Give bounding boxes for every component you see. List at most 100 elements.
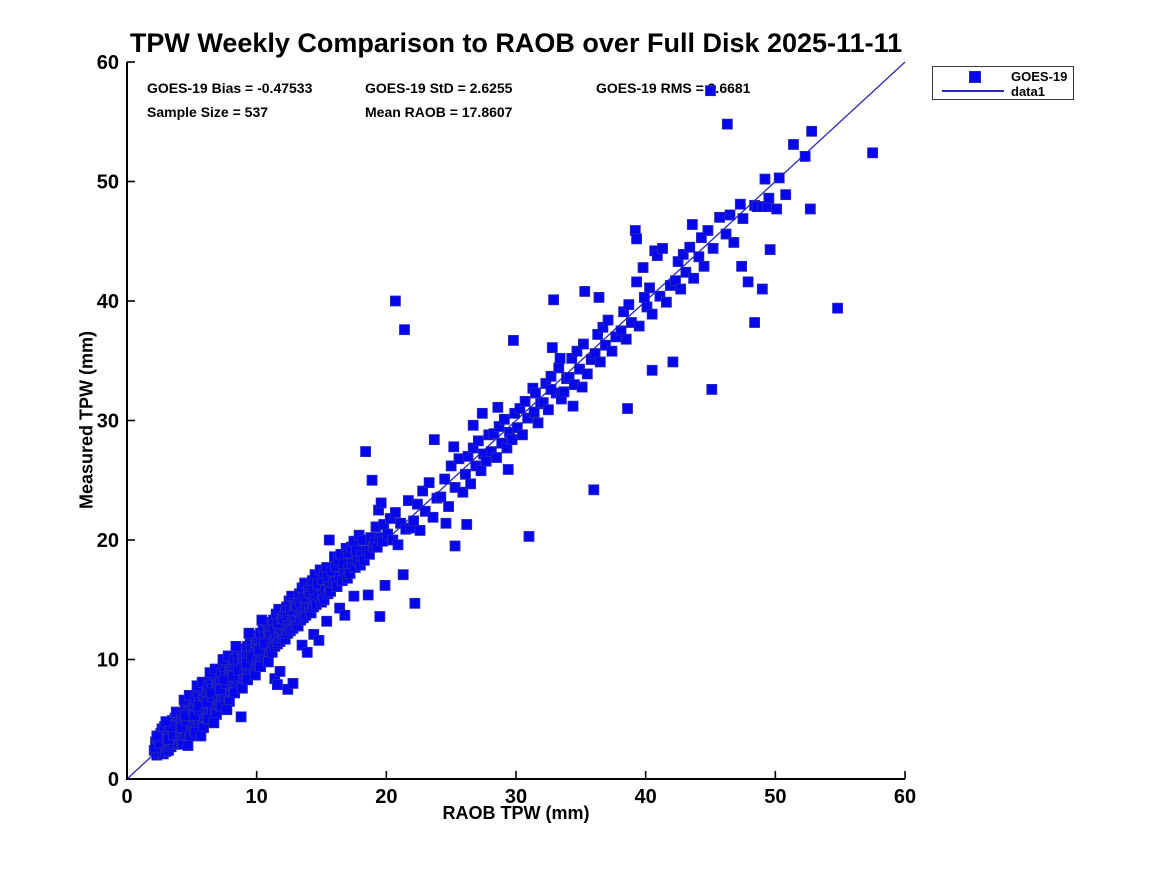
scatter-point bbox=[230, 640, 242, 652]
scatter-point bbox=[449, 540, 461, 552]
scatter-point bbox=[287, 678, 299, 689]
scatter-point bbox=[448, 441, 460, 453]
scatter-point bbox=[620, 333, 632, 345]
scatter-point bbox=[374, 611, 386, 622]
scatter-point bbox=[519, 395, 531, 407]
scatter-point bbox=[545, 384, 557, 395]
scatter-point bbox=[208, 717, 220, 729]
scatter-point bbox=[362, 589, 374, 601]
scatter-point bbox=[440, 517, 452, 529]
scatter-point bbox=[508, 335, 519, 346]
scatter-point bbox=[390, 507, 401, 518]
scatter-point bbox=[571, 345, 583, 357]
y-tick-label: 20 bbox=[97, 530, 119, 552]
y-tick-label: 40 bbox=[97, 291, 119, 313]
scatter-point bbox=[461, 519, 473, 530]
scatter-point bbox=[412, 498, 423, 510]
y-tick-label: 10 bbox=[97, 650, 119, 672]
scatter-point bbox=[780, 189, 792, 201]
stat-std: GOES-19 StD = 2.6255 bbox=[365, 80, 513, 96]
scatter-point bbox=[633, 320, 645, 332]
scatter-point bbox=[439, 473, 451, 485]
scatter-point bbox=[453, 453, 465, 465]
x-axis-label: RAOB TPW (mm) bbox=[442, 803, 590, 823]
scatter-point bbox=[506, 434, 518, 446]
scatter-point bbox=[707, 243, 719, 254]
x-tick-label: 40 bbox=[635, 786, 657, 808]
stat-sample-size: Sample Size = 537 bbox=[147, 104, 269, 120]
legend-marker-icon bbox=[969, 71, 981, 83]
scatter-point bbox=[375, 497, 387, 509]
scatter-point bbox=[543, 404, 554, 416]
scatter-point bbox=[460, 468, 471, 480]
stat-mean-raob: Mean RAOB = 17.8607 bbox=[365, 104, 513, 120]
scatter-point bbox=[272, 679, 283, 690]
scatter-point bbox=[256, 614, 268, 626]
scatter-point bbox=[578, 338, 589, 350]
scatter-point bbox=[706, 384, 718, 395]
scatter-point bbox=[392, 539, 404, 551]
scatter-point bbox=[771, 203, 783, 215]
scatter-point bbox=[702, 225, 714, 236]
y-tick-label: 50 bbox=[97, 172, 119, 194]
scatter-point bbox=[637, 262, 649, 273]
scatter-point bbox=[417, 485, 429, 497]
scatter-point bbox=[243, 627, 255, 639]
scatter-point bbox=[360, 446, 371, 457]
scatter-point bbox=[675, 283, 687, 295]
legend-label: GOES-19 bbox=[1011, 69, 1068, 84]
scatter-point bbox=[532, 417, 544, 429]
scatter-point bbox=[423, 477, 435, 489]
scatter-point bbox=[714, 211, 725, 223]
scatter-point bbox=[491, 452, 502, 463]
scatter-point bbox=[594, 356, 606, 368]
scatter-point bbox=[788, 139, 799, 150]
y-tick-label: 60 bbox=[97, 52, 119, 74]
scatter-point bbox=[409, 597, 421, 609]
scatter-point bbox=[195, 730, 207, 742]
scatter-point bbox=[638, 292, 650, 303]
scatter-point bbox=[724, 209, 736, 221]
scatter-point bbox=[696, 232, 707, 244]
scatter-point bbox=[567, 400, 579, 412]
x-tick-label: 20 bbox=[375, 786, 397, 808]
scatter-point bbox=[742, 276, 754, 288]
y-tick-label: 30 bbox=[97, 411, 119, 433]
scatter-point bbox=[323, 534, 335, 546]
scatter-point bbox=[445, 460, 457, 472]
scatter-point bbox=[832, 302, 843, 314]
scatter-point bbox=[419, 505, 431, 517]
scatter-point bbox=[581, 368, 593, 380]
scatter-point bbox=[530, 387, 541, 399]
scatter-point bbox=[688, 272, 700, 284]
scatter-point bbox=[339, 609, 351, 621]
scatter-point bbox=[443, 501, 454, 512]
scatter-point bbox=[390, 295, 401, 307]
scatter-point bbox=[151, 730, 163, 742]
scatter-point bbox=[492, 401, 504, 413]
scatter-point bbox=[579, 286, 591, 297]
scatter-point bbox=[457, 486, 469, 498]
scatter-point bbox=[472, 435, 484, 447]
scatter-point bbox=[677, 248, 689, 260]
scatter-point bbox=[657, 243, 668, 254]
scatter-point bbox=[313, 634, 325, 646]
scatter-point bbox=[182, 740, 194, 751]
scatter-point bbox=[736, 260, 748, 272]
scatter-point bbox=[348, 590, 360, 602]
scatter-point bbox=[631, 233, 642, 245]
scatter-point bbox=[622, 403, 633, 414]
scatter-point bbox=[623, 299, 635, 310]
scatter-point bbox=[763, 192, 775, 204]
scatter-point bbox=[734, 198, 746, 210]
scatter-point bbox=[476, 407, 488, 419]
scatter-point bbox=[558, 386, 570, 398]
scatter-point bbox=[728, 237, 740, 248]
scatter-point bbox=[646, 308, 658, 320]
scatter-point bbox=[631, 276, 642, 288]
scatter-point bbox=[720, 228, 732, 240]
x-tick-label: 60 bbox=[894, 786, 916, 808]
scatter-point bbox=[399, 324, 410, 336]
chart-title: TPW Weekly Comparison to RAOB over Full … bbox=[129, 28, 903, 58]
scatter-point bbox=[799, 151, 811, 162]
